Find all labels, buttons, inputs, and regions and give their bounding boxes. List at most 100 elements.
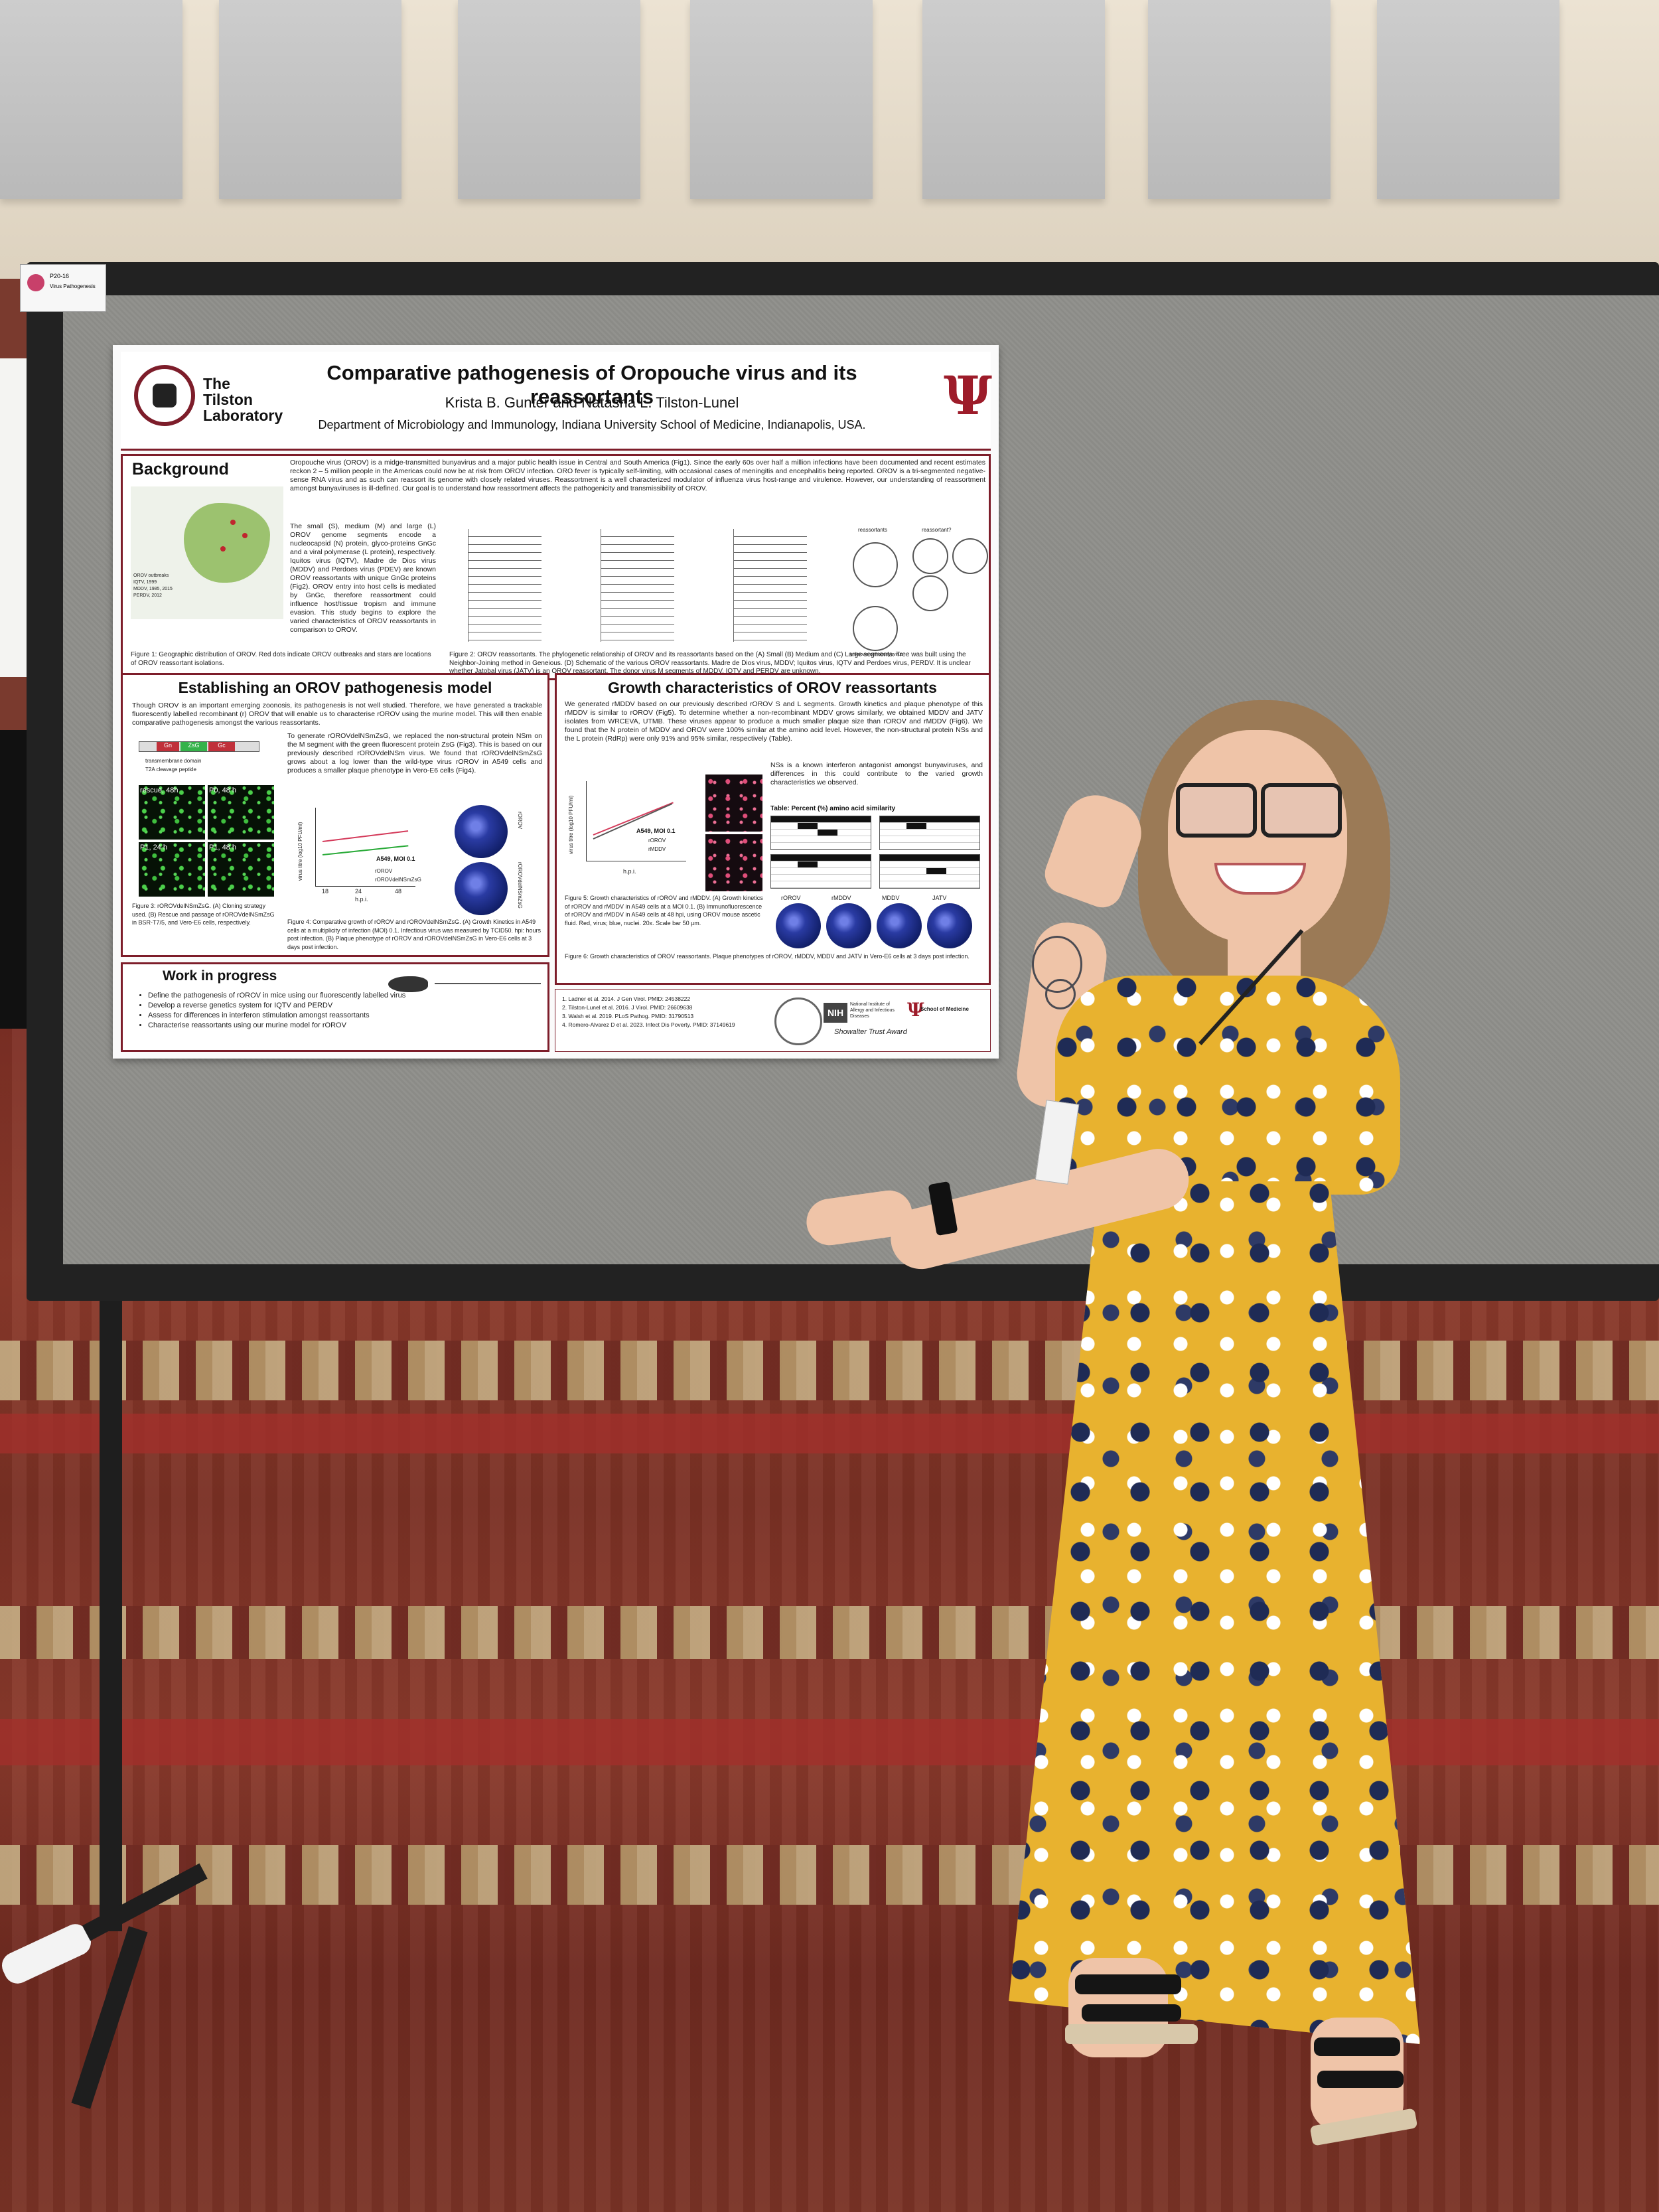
growth-text-2: NSs is a known interferon antagonist amo… — [770, 761, 983, 786]
segment-construct: Gn ZsG Gc — [139, 741, 259, 752]
key-item: T2A cleavage peptide — [145, 766, 196, 773]
tag-label: Virus Pathogenesis — [50, 283, 96, 289]
background-section: Background Oropouche virus (OROV) is a m… — [121, 454, 991, 680]
research-poster: The Tilston Laboratory Comparative patho… — [113, 345, 999, 1059]
acoustic-panel — [922, 0, 1105, 199]
sandal-strap — [1075, 1974, 1181, 1994]
model-text-2: To generate rOROVdelNSmZsG, we replaced … — [287, 732, 542, 774]
segment-schematic — [853, 606, 898, 651]
table-cell — [926, 868, 946, 874]
growth-curve-graph — [315, 808, 415, 887]
microscopy-panel: P0, 48 h — [208, 785, 274, 840]
reference-item: 3. Walsh et al. 2019. PLoS Pathog. PMID:… — [562, 1013, 694, 1019]
plaque-label: MDDV — [882, 895, 900, 901]
growth-curve-graph — [586, 781, 686, 861]
iu-trident-logo-icon: Ψ — [944, 364, 993, 427]
table-cell — [818, 830, 837, 836]
qr-code-icon — [774, 997, 822, 1045]
plaque-well — [455, 862, 508, 915]
figure-4-caption: Figure 4: Comparative growth of rOROV an… — [287, 919, 541, 950]
phylogenetic-tree — [468, 529, 541, 642]
legend-item: MDDV, 1985, 2015 — [133, 587, 173, 591]
microscopy-panel: P1, 24 h — [139, 842, 205, 897]
acoustic-panel — [0, 0, 182, 199]
figure-2-caption: Figure 2: OROV reassortants. The phyloge… — [449, 651, 971, 675]
reference-item: 4. Romero-Alvarez D et al. 2023. Infect … — [562, 1021, 735, 1028]
glasses-lens — [1176, 783, 1257, 838]
carpet-border — [0, 1606, 1659, 1659]
mouse-icon — [388, 976, 428, 992]
poster-authors: Krista B. Gunter and Natasha L. Tilston-… — [445, 394, 739, 411]
graph-xlabel: h.p.i. — [623, 868, 636, 875]
graph-legend: rOROV rOROVdelNSmZsG — [375, 867, 441, 884]
similarity-table — [879, 854, 980, 889]
work-list: Define the pathogenesis of rOROV in mice… — [136, 991, 546, 1031]
sandal-strap — [1317, 2071, 1404, 2088]
carpet-border — [0, 1845, 1659, 1905]
carpet-border — [0, 1414, 1659, 1453]
reassortant-label: reassortant? — [922, 527, 952, 533]
gc-segment: Gc — [208, 742, 235, 751]
acoustic-panel — [219, 0, 401, 199]
model-text: Though OROV is an important emerging zoo… — [132, 701, 542, 727]
immunofluorescence-panel — [705, 834, 762, 891]
tick-label: 18 — [322, 888, 329, 895]
outbreak-dot — [220, 546, 226, 552]
zsg-segment: ZsG — [180, 742, 207, 751]
tag-number: P20-16 — [50, 273, 70, 279]
panel-label: rescue, 48h — [140, 786, 179, 794]
panel-label: P0, 48 h — [209, 786, 236, 794]
poster-number-tag: P20-16 Virus Pathogenesis — [20, 264, 106, 312]
table-header-row — [771, 816, 871, 822]
growth-text: We generated rMDDV based on our previous… — [565, 700, 983, 743]
graph-xlabel: h.p.i. — [355, 896, 368, 903]
table-header-row — [771, 855, 871, 861]
graph-ylabel: virus titre (log10 PFU/ml) — [297, 822, 303, 881]
carpet-border — [0, 1719, 1659, 1765]
plaque-well — [455, 805, 508, 858]
smile — [1214, 863, 1306, 895]
funder-label: National Institute of Allergy and Infect… — [850, 1002, 895, 1019]
section-heading: Establishing an OROV pathogenesis model — [178, 679, 492, 696]
list-item: Define the pathogenesis of rOROV in mice… — [148, 991, 546, 1001]
timeline-line — [435, 983, 541, 984]
map-legend: OROV outbreaks IQTV, 1999 MDDV, 1985, 20… — [133, 573, 186, 599]
plaque-well — [927, 903, 972, 948]
outbreak-dot — [242, 533, 248, 538]
microscopy-panel: P1, 48 h — [208, 842, 274, 897]
series-line-rorov — [322, 830, 409, 842]
segment-schematic — [952, 538, 988, 574]
immunofluorescence-panel — [705, 774, 762, 832]
plaque-label: rMDDV — [831, 895, 851, 901]
legend-item: PERDV, 2012 — [133, 593, 162, 598]
table-header-row — [880, 816, 979, 822]
tilston-lab-logo-icon — [134, 365, 195, 426]
legend-item: OROV outbreaks — [133, 573, 169, 578]
legend-item: rMDDV — [648, 846, 666, 852]
lab-name: The Tilston Laboratory — [203, 375, 283, 424]
list-item: Develop a reverse genetics system for IQ… — [148, 1001, 546, 1011]
section-heading: Growth characteristics of OROV reassorta… — [608, 679, 937, 696]
legend-item: rOROV — [648, 838, 666, 844]
society-logo-icon — [27, 274, 44, 291]
legend-item: rOROV — [375, 868, 393, 874]
outbreak-dot — [230, 520, 236, 525]
sandal-strap — [1314, 2037, 1400, 2056]
iu-medicine-logo-icon: Ψ — [907, 999, 924, 1021]
list-item: Characterise reassortants using our muri… — [148, 1021, 546, 1031]
work-in-progress-section: Work in progress Define the pathogenesis… — [121, 962, 549, 1052]
tick-label: 48 — [395, 888, 402, 895]
gn-segment: Gn — [157, 742, 179, 751]
section-heading: Work in progress — [163, 968, 277, 984]
phylogenetic-tree — [733, 529, 807, 642]
funder-label: School of Medicine — [920, 1006, 969, 1012]
plaque-well — [776, 903, 821, 948]
unknown-virus-label: unknown orthobunyavirus — [850, 652, 903, 657]
table-cell — [906, 823, 926, 829]
plaque-well — [877, 903, 922, 948]
legend-item: IQTV, 1999 — [133, 580, 157, 585]
poster-title: Comparative pathogenesis of Oropouche vi… — [326, 361, 857, 408]
flower-tattoo — [1045, 979, 1076, 1009]
sandal-sole — [1065, 2024, 1198, 2044]
acoustic-panel — [1377, 0, 1559, 199]
